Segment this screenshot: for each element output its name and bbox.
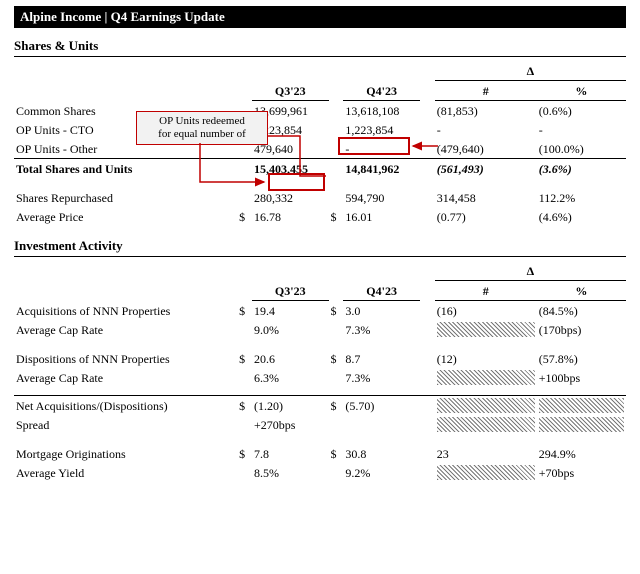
row-op-cto: OP Units - CTO 1,223,854 1,223,854 - - [14, 120, 626, 139]
row-op-other: OP Units - Other 479,640 - (479,640) (10… [14, 139, 626, 159]
row-acq: Acquisitions of NNN Properties $ 19.4 $ … [14, 301, 626, 321]
delta-header-2: Δ [435, 261, 626, 281]
col-delta-num: # [435, 81, 537, 101]
delta-header: Δ [435, 61, 626, 81]
row-disp: Dispositions of NNN Properties $ 20.6 $ … [14, 349, 626, 368]
row-total: Total Shares and Units 15,403,455 14,841… [14, 159, 626, 179]
row-spread: Spread +270bps [14, 415, 626, 434]
page: Alpine Income | Q4 Earnings Update Share… [0, 6, 640, 574]
row-mortgage: Mortgage Originations $ 7.8 $ 30.8 23 29… [14, 444, 626, 463]
row-disp-cap: Average Cap Rate 6.3% 7.3% +100bps [14, 368, 626, 387]
row-acq-cap: Average Cap Rate 9.0% 7.3% (170bps) [14, 320, 626, 339]
invest-table: Δ Q3'23 Q4'23 # % Acquisitions of NNN Pr… [14, 261, 626, 482]
row-avg-price: Average Price $ 16.78 $ 16.01 (0.77) (4.… [14, 207, 626, 226]
row-yield: Average Yield 8.5% 9.2% +70bps [14, 463, 626, 482]
col-delta-pct: % [537, 81, 626, 101]
section-title-shares: Shares & Units [14, 38, 626, 57]
col-q3: Q3'23 [252, 81, 329, 101]
col-q4: Q4'23 [343, 81, 420, 101]
shares-table: Δ Q3'23 Q4'23 # % Common Shares 13,699,9… [14, 61, 626, 226]
report-header: Alpine Income | Q4 Earnings Update [14, 6, 626, 28]
row-repurchased: Shares Repurchased 280,332 594,790 314,4… [14, 188, 626, 207]
row-common: Common Shares 13,699,961 13,618,108 (81,… [14, 101, 626, 121]
annotation-callout: OP Units redeemed for equal number of [136, 111, 268, 145]
row-net: Net Acquisitions/(Dispositions) $ (1.20)… [14, 396, 626, 416]
section-title-invest: Investment Activity [14, 238, 626, 257]
